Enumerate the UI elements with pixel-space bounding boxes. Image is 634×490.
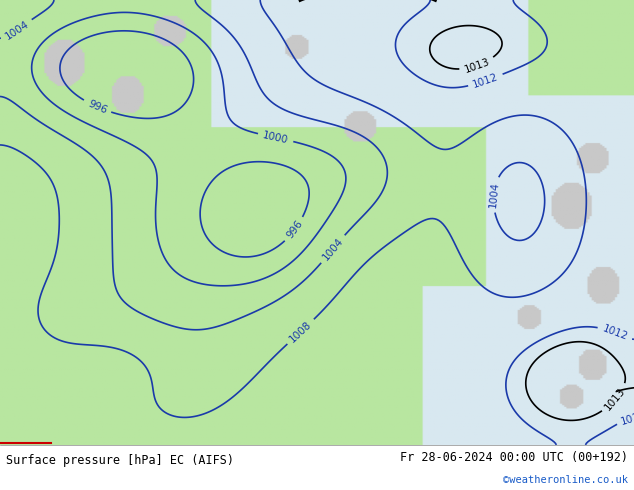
Text: 1004: 1004 [3, 19, 30, 42]
Text: 1013: 1013 [603, 385, 628, 412]
Text: 1013: 1013 [463, 56, 491, 74]
Text: 1008: 1008 [288, 319, 314, 344]
Text: 1000: 1000 [262, 130, 290, 145]
Text: Surface pressure [hPa] EC (AIFS): Surface pressure [hPa] EC (AIFS) [6, 454, 235, 467]
Text: 1004: 1004 [321, 236, 345, 262]
Text: 996: 996 [285, 219, 304, 241]
Text: 1012: 1012 [472, 72, 500, 90]
Text: Fr 28-06-2024 00:00 UTC (00+192): Fr 28-06-2024 00:00 UTC (00+192) [399, 451, 628, 464]
Text: 996: 996 [86, 98, 108, 116]
Text: 1012: 1012 [620, 410, 634, 427]
Text: 1012: 1012 [601, 324, 629, 343]
Text: 1004: 1004 [488, 181, 500, 208]
Text: ©weatheronline.co.uk: ©weatheronline.co.uk [503, 475, 628, 485]
